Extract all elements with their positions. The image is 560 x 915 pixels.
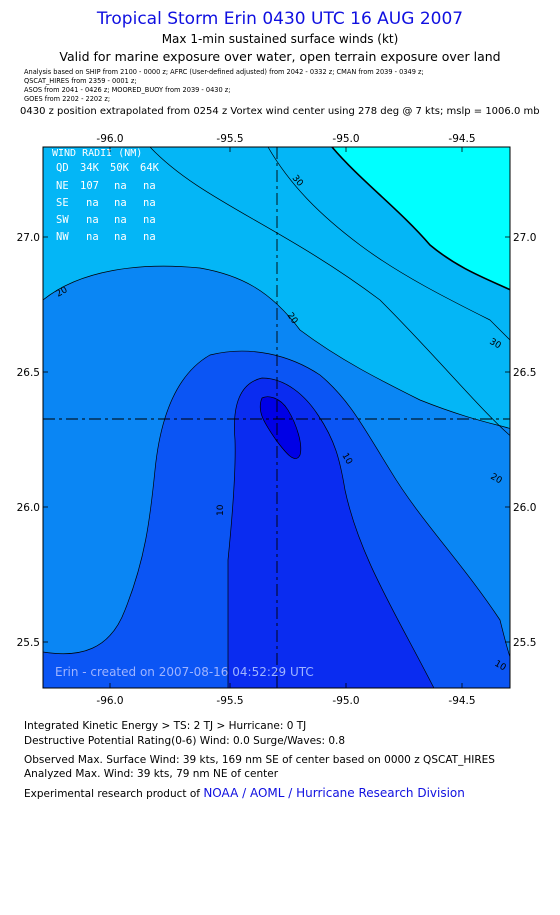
- subtitle-units: Max 1-min sustained surface winds (kt): [161, 32, 399, 46]
- wind-radii-header-64k: 64K: [140, 162, 160, 174]
- wind-contour-fill: [43, 147, 510, 688]
- plot-frame: [42, 146, 511, 689]
- wind-radii-cell: SW: [56, 214, 69, 226]
- y-tick-label: 25.5: [513, 637, 536, 649]
- wind-radii-cell: NE: [56, 180, 69, 192]
- x-tick-labels-top: -96.0 -95.5 -95.0 -94.5: [96, 133, 475, 145]
- y-tick-label: 26.0: [17, 502, 40, 514]
- x-tick-label: -95.0: [332, 695, 359, 707]
- wind-radii-cell: na: [143, 231, 156, 243]
- x-tick-label: -95.0: [332, 133, 359, 145]
- contour-label: 10: [216, 504, 226, 516]
- wind-radii-cell: 107: [80, 180, 99, 192]
- wind-radii-cell: na: [114, 214, 127, 226]
- axis-ticks: [43, 147, 510, 688]
- credit-line: Experimental research product of NOAA / …: [24, 786, 465, 800]
- y-tick-label: 26.0: [513, 502, 536, 514]
- wind-radii-cell: na: [143, 214, 156, 226]
- page-title: Tropical Storm Erin 0430 UTC 16 AUG 2007: [96, 9, 464, 29]
- band-above-30: [332, 147, 510, 290]
- x-tick-label: -94.5: [448, 695, 475, 707]
- wind-radii-header-34k: 34K: [80, 162, 100, 174]
- y-tick-labels-right: 27.0 26.5 26.0 25.5: [513, 232, 536, 649]
- ike-line: Integrated Kinetic Energy > TS: 2 TJ > H…: [24, 720, 307, 732]
- wind-field-map: 30 20 20 30 10 20 10 10 WIND RADII (NM) …: [17, 133, 537, 707]
- dpr-line: Destructive Potential Rating(0-6) Wind: …: [24, 735, 346, 747]
- x-tick-labels-bottom: -96.0 -95.5 -95.0 -94.5: [96, 695, 475, 707]
- subtitle-validity: Valid for marine exposure over water, op…: [59, 49, 501, 64]
- y-tick-label: 26.5: [513, 367, 536, 379]
- observed-wind-line: Observed Max. Surface Wind: 39 kts, 169 …: [24, 754, 495, 766]
- analysis-line: QSCAT_HIRES from 2359 - 0001 z;: [24, 77, 137, 85]
- wind-radii-header-50k: 50K: [110, 162, 130, 174]
- wind-radii-cell: na: [114, 180, 127, 192]
- credit-org-link[interactable]: NOAA / AOML / Hurricane Research Divisio…: [203, 786, 465, 800]
- y-tick-labels-left: 27.0 26.5 26.0 25.5: [17, 232, 40, 649]
- position-note: 0430 z position extrapolated from 0254 z…: [20, 106, 540, 117]
- y-tick-label: 26.5: [17, 367, 40, 379]
- analysis-line: GOES from 2202 - 2202 z;: [24, 95, 111, 103]
- y-tick-label: 27.0: [17, 232, 40, 244]
- wind-radii-cell: SE: [56, 197, 69, 209]
- wind-radii-cell: na: [143, 180, 156, 192]
- x-tick-label: -94.5: [448, 133, 475, 145]
- x-tick-label: -96.0: [96, 695, 123, 707]
- credit-prefix: Experimental research product of: [24, 788, 204, 800]
- wind-radii-title: WIND RADII (NM): [52, 148, 142, 159]
- x-tick-label: -95.5: [216, 133, 243, 145]
- y-tick-label: 25.5: [17, 637, 40, 649]
- x-tick-label: -96.0: [96, 133, 123, 145]
- analyzed-wind-line: Analyzed Max. Wind: 39 kts, 79 nm NE of …: [24, 768, 279, 780]
- analysis-line: Analysis based on SHIP from 2100 - 0000 …: [24, 68, 424, 76]
- wind-radii-header-quadrant: QD: [56, 162, 69, 174]
- wind-radii-cell: na: [86, 214, 99, 226]
- wind-radii-cell: na: [114, 197, 127, 209]
- wind-radii-table: WIND RADII (NM) QD 34K 50K 64K NE 107 na…: [52, 148, 160, 243]
- wind-radii-cell: na: [143, 197, 156, 209]
- band-minimum: [260, 396, 301, 459]
- analysis-line: ASOS from 2041 - 0426 z; MOORED_BUOY fro…: [24, 86, 231, 94]
- contour-lines: [43, 147, 510, 688]
- wind-radii-cell: na: [114, 231, 127, 243]
- x-tick-label: -95.5: [216, 695, 243, 707]
- created-stamp: Erin - created on 2007-08-16 04:52:29 UT…: [55, 665, 314, 679]
- y-tick-label: 27.0: [513, 232, 536, 244]
- contour-label-group: 30 20 20 30 10 20 10 10: [55, 174, 508, 674]
- wind-radii-cell: na: [86, 231, 99, 243]
- wind-radii-cell: na: [86, 197, 99, 209]
- wind-radii-cell: NW: [56, 231, 69, 243]
- band-0-10-inner: [228, 378, 434, 688]
